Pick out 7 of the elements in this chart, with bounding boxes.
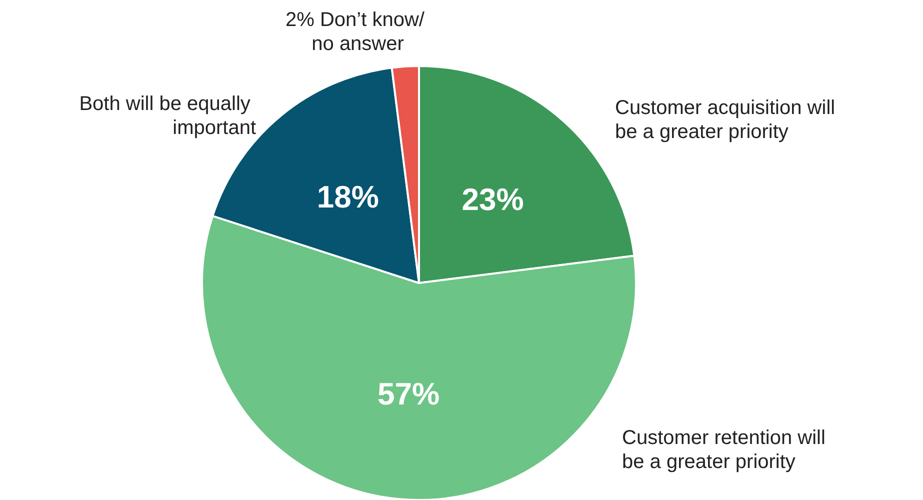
data-label: 23% — [462, 182, 524, 217]
data-label: 18% — [316, 180, 379, 215]
slice-label: Customer retention will be a greater priority — [622, 427, 831, 473]
slice-label: Customer acquisition will be a greater priority — [615, 97, 841, 143]
slice-label: 2% Don’t know/ no answer — [286, 9, 425, 55]
data-label: 57% — [377, 376, 440, 412]
slice-label: Both will be equally important — [79, 93, 256, 139]
